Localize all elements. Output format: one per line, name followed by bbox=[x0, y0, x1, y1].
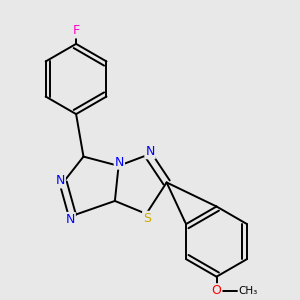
Text: F: F bbox=[73, 25, 80, 38]
Text: N: N bbox=[115, 156, 124, 169]
Text: N: N bbox=[56, 175, 65, 188]
Text: N: N bbox=[65, 213, 75, 226]
Text: N: N bbox=[145, 145, 155, 158]
Text: S: S bbox=[143, 212, 151, 225]
Text: O: O bbox=[212, 284, 221, 297]
Text: CH₃: CH₃ bbox=[239, 286, 258, 296]
